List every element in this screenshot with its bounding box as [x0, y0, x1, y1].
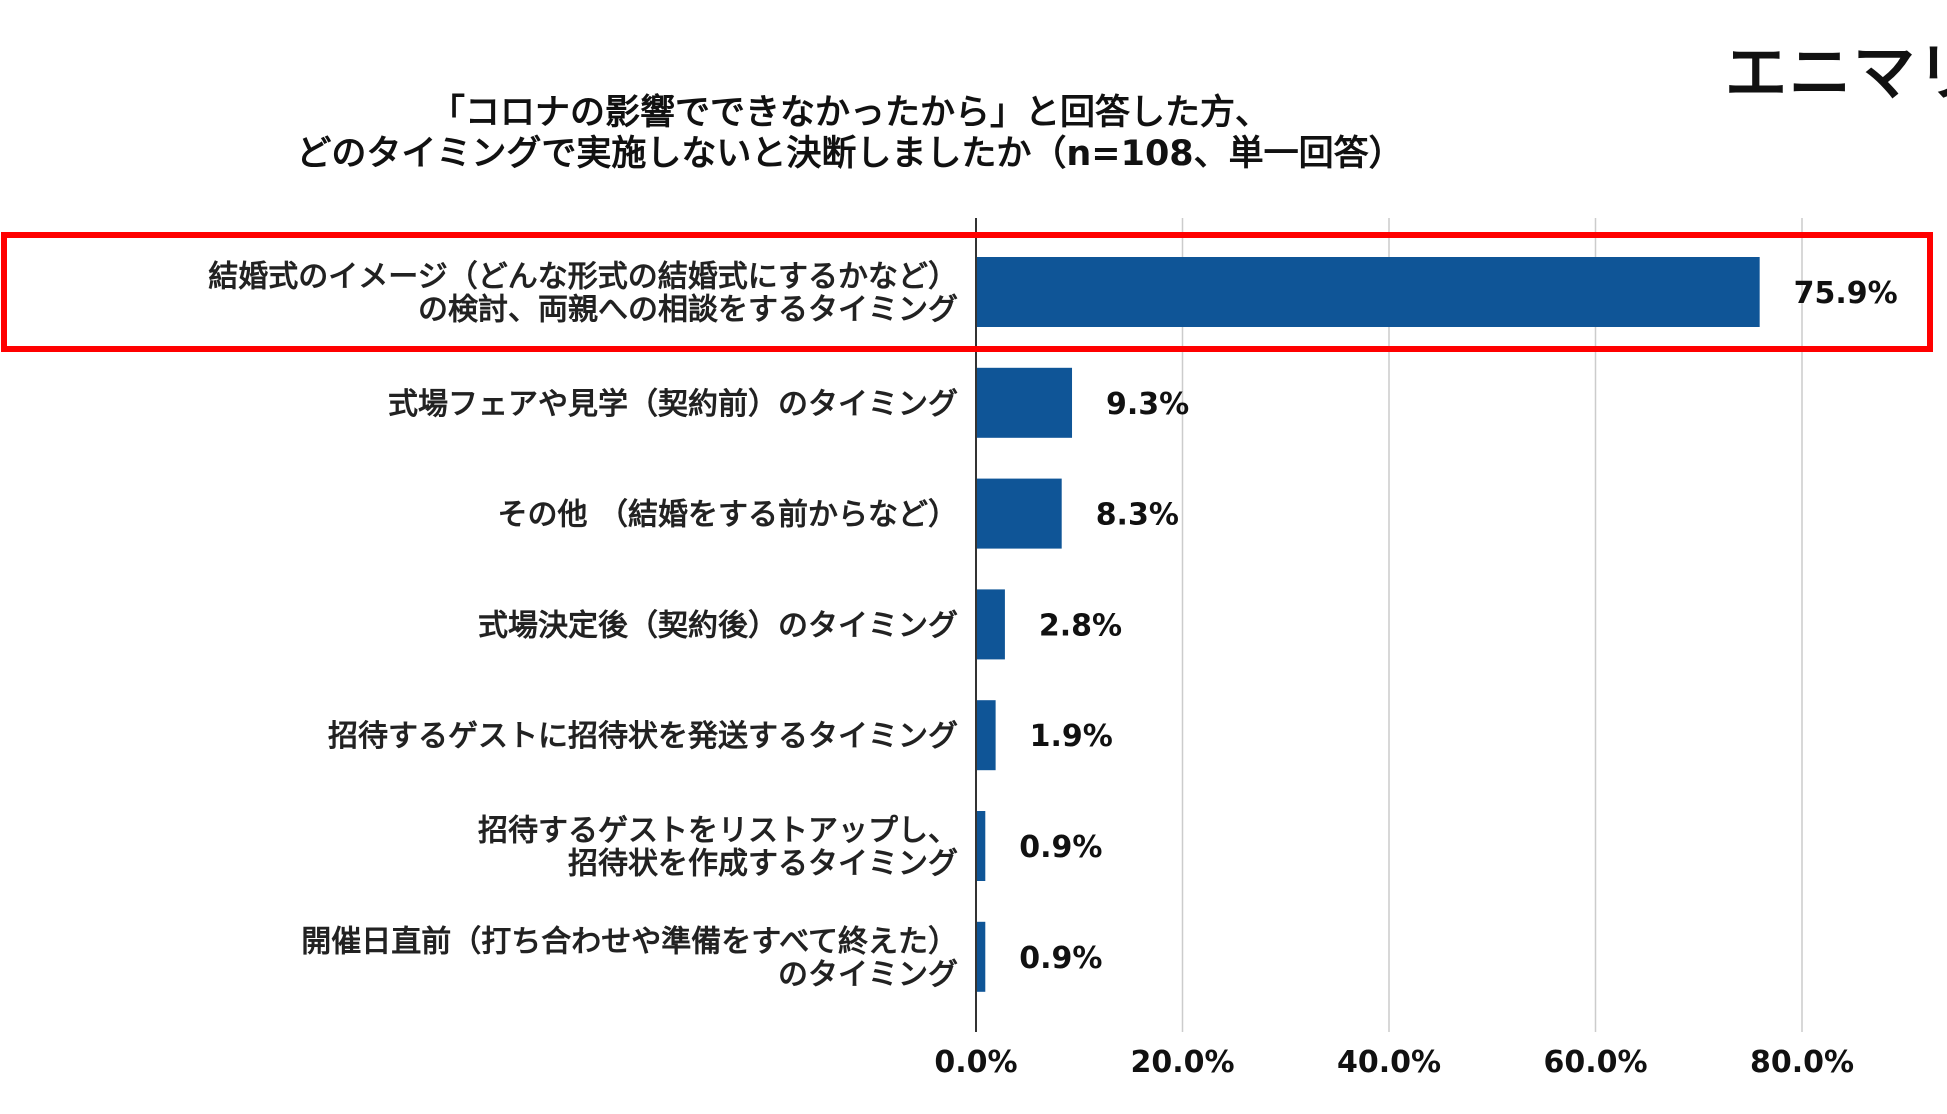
category-label: 式場決定後（契約後）のタイミング — [478, 608, 958, 643]
category-label: 招待するゲストをリストアップし、 — [478, 814, 958, 849]
bar — [976, 811, 986, 881]
highlight-frame — [1, 232, 1933, 352]
category-label: 招待状を作成するタイミング — [568, 847, 958, 882]
category-label: その他 （結婚をする前からなど） — [498, 498, 958, 533]
value-label: 8.3% — [1096, 498, 1179, 533]
category-label: 開催日直前（打ち合わせや準備をすべて終えた） — [301, 924, 958, 959]
chart-title-line-2: どのタイミングで実施しないと決断しましたか（n=108、単一回答） — [296, 134, 1404, 174]
category-label: のタイミング — [778, 957, 958, 992]
bar — [976, 589, 1005, 660]
value-label: 1.9% — [1030, 719, 1113, 754]
value-label: 0.9% — [1019, 941, 1102, 976]
category-label: 招待するゲストに招待状を発送するタイミング — [328, 719, 958, 754]
bars — [976, 257, 1760, 992]
value-label: 2.8% — [1039, 608, 1122, 643]
chart-title: 「コロナの影響でできなかったから」と回答した方、 どのタイミングで実施しないと決… — [0, 93, 1700, 175]
x-tick-label: 60.0% — [1543, 1045, 1647, 1080]
highlight-box — [1, 232, 1933, 352]
bar — [976, 478, 1062, 549]
bar — [976, 257, 1760, 327]
value-labels: 75.9% 9.3% 8.3% 2.8% 1.9% 0.9% 0.9% — [1019, 276, 1897, 976]
category-label: 結婚式のイメージ（どんな形式の結婚式にするかなど） — [208, 260, 958, 295]
x-tick-label: 20.0% — [1130, 1045, 1234, 1080]
bar — [976, 921, 986, 992]
category-label: 式場フェアや見学（契約前）のタイミング — [388, 387, 958, 422]
x-tick-label: 40.0% — [1337, 1045, 1441, 1080]
value-label: 9.3% — [1106, 387, 1189, 422]
x-tick-label: 80.0% — [1750, 1045, 1854, 1080]
value-label: 75.9% — [1794, 276, 1898, 311]
category-label: の検討、両親への相談をするタイミング — [418, 293, 958, 328]
chart-title-line-1: 「コロナの影響でできなかったから」と回答した方、 — [429, 93, 1270, 133]
category-labels: 結婚式のイメージ（どんな形式の結婚式にするかなど）の検討、両親への相談をするタイ… — [208, 260, 958, 993]
value-label: 0.9% — [1019, 830, 1102, 865]
bar — [976, 367, 1073, 438]
gridlines — [1181, 218, 1803, 1032]
x-tick-labels: 0.0% 20.0% 40.0% 60.0% 80.0% — [934, 1045, 1854, 1080]
brand-logo: エニマリ — [1725, 36, 1947, 109]
x-tick-label: 0.0% — [934, 1045, 1017, 1080]
bar — [976, 700, 996, 771]
